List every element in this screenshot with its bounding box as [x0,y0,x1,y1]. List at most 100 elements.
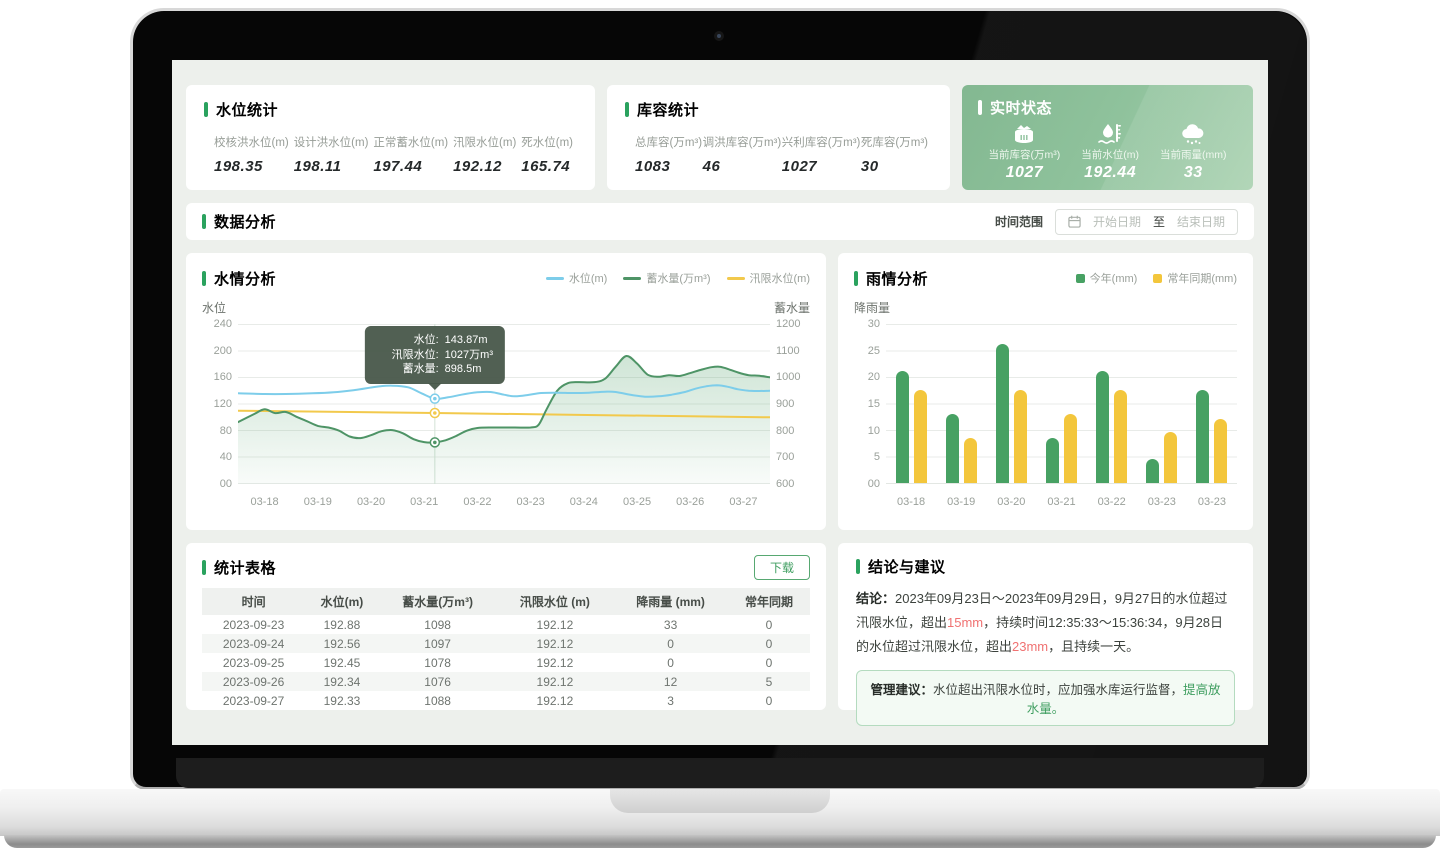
management-advice-box: 管理建议：水位超出汛限水位时，应加强水库运行监督，提高放水量。 [856,670,1235,727]
section-accent-bar [625,102,629,117]
section-title: 数据分析 [214,214,277,231]
realtime-label: 当前雨量(mm) [1160,149,1227,161]
legend-item[interactable]: 今年(mm) [1075,270,1138,286]
table-cell: 192.12 [536,674,574,689]
legend-item[interactable]: 蓄水量(万m³) [623,270,711,286]
axis-tick-label: 800 [776,424,795,437]
legend-item[interactable]: 水位(m) [545,270,607,286]
axis-tick-label: 900 [776,397,795,410]
axis-tick-label: 00 [219,477,232,490]
reservoir-icon [1015,125,1034,143]
stat-value: 165.74 [521,158,571,175]
section-accent-bar [204,102,208,117]
stat-label: 校核洪水位(m) [214,137,289,149]
table-row[interactable]: 2023-09-27 192.33 1088 192.12 3 0 [202,691,810,710]
stat-value: 198.35 [214,158,263,175]
bar-group[interactable] [1087,324,1137,483]
stat-label: 死水位(m) [521,137,573,149]
stat-value: 46 [702,158,721,175]
water-level-icon [1098,124,1122,144]
bar-group[interactable] [1137,324,1187,483]
bar-this-year [945,413,959,483]
table-row[interactable]: 2023-09-24 192.56 1097 192.12 0 0 [202,634,810,653]
chart-tooltip: 水位: 143.87m 汛限水位: 1027万m³ 蓄水量: 898.5m [364,326,505,384]
section-accent-bar [856,559,860,574]
y-axis-title: 降雨量 [854,301,891,315]
bar-normal-year [913,389,927,483]
axis-tick-label: 80 [219,424,232,437]
bar-normal-year [1013,389,1027,483]
capacity-stats-card: 库容统计 总库容(万m³) 1083 调洪库容(万m³) 46 兴利库容(万m³) 102… [607,85,950,190]
realtime-water-level: 当前水位(m) 192.44 [1081,123,1139,182]
stat-label: 调洪库容(万m³) [702,137,782,149]
table-cell: 0 [765,617,773,632]
table-cell: 33 [663,617,678,632]
axis-tick-label: 25 [867,344,880,357]
y-axis-title-left: 水位 [202,301,227,315]
x-axis-label: 03-20 [356,496,386,508]
legend-line-swatch [726,276,745,280]
bar-chart-plot[interactable] [886,324,1237,484]
stat-label: 设计洪水位(m) [293,137,369,149]
x-axis-label: 03-23 [516,496,545,508]
section-accent-bar [202,214,206,229]
bar-this-year [1196,389,1210,483]
col-header: 常年同期 [727,588,810,615]
x-axis-label: 03-21 [410,496,439,508]
card-title: 水位统计 [216,102,279,119]
end-date-input[interactable]: 结束日期 [1176,215,1225,229]
water-level-stats-card: 水位统计 校核洪水位(m) 198.35 设计洪水位(m) 198.11 正常蓄水位(m… [186,85,595,190]
table-cell: 0 [765,655,773,670]
start-date-input[interactable]: 开始日期 [1092,215,1141,229]
realtime-status-card: 实时状态 当前库容(万m³) [962,85,1253,190]
col-header: 蓄水量(万m³) [378,588,497,615]
realtime-rainfall: 当前雨量(mm) 33 [1160,123,1227,182]
date-range-picker[interactable]: 开始日期 至 结束日期 [1054,208,1238,235]
axis-tick-label: 20 [867,371,880,384]
bar-group[interactable] [886,324,936,483]
axis-tick-label: 15 [867,397,880,410]
col-header: 水位(m) [305,588,379,615]
axis-tick-label: 10 [867,424,880,437]
chart-title: 雨情分析 [866,270,929,288]
download-button[interactable]: 下载 [753,554,810,580]
axis-tick-label: 240 [213,318,232,330]
bar-group[interactable] [936,324,986,483]
table-cell: 1078 [424,655,451,670]
conclusion-card: 结论与建议 结论：2023年09月23日～2023年09月29日，9月27日的水… [838,543,1253,727]
stat-label: 总库容(万m³) [635,137,703,149]
stat-item: 正常蓄水位(m) 197.44 [373,134,448,175]
legend-square-swatch [1153,273,1163,283]
x-axis-label: 03-26 [676,496,705,508]
section-accent-bar [202,559,206,575]
table-row[interactable]: 2023-09-25 192.45 1078 192.12 0 0 [202,653,810,672]
bar-normal-year [1164,432,1178,483]
legend-item[interactable]: 汛限水位(m) [726,270,810,286]
stats-table: 时间 水位(m) 蓄水量(万m³) 汛限水位 (m) 降雨量 (mm) 常年同期… [202,588,810,710]
legend-label: 常年同期(mm) [1167,273,1237,285]
bar-group[interactable] [986,324,1036,483]
bar-group[interactable] [1187,324,1237,483]
table-cell: 5 [765,674,773,689]
water-analysis-chart-card: 水情分析 水位(m) 蓄水量(万m³) 汛限水位(m) 水位 蓄水量 240 200 1… [186,253,826,530]
table-cell: 192.45 [323,655,361,670]
bar-normal-year [1063,413,1077,483]
date-range-to-label: 至 [1152,215,1165,229]
y-axis-title-right: 蓄水量 [773,301,810,315]
table-cell: 192.12 [536,617,574,632]
realtime-value: 33 [1183,164,1203,181]
table-cell: 192.12 [536,693,574,708]
x-axis-label: 03-20 [997,496,1026,508]
line-chart-plot[interactable]: 水位: 143.87m 汛限水位: 1027万m³ 蓄水量: 898.5m [237,324,771,484]
stat-label: 汛限水位(m) [453,137,517,149]
x-axis-label: 03-21 [1047,496,1076,508]
legend-item[interactable]: 常年同期(mm) [1153,270,1237,286]
col-header: 时间 [202,588,306,615]
table-row[interactable]: 2023-09-23 192.88 1098 192.12 33 0 [202,615,810,634]
table-row[interactable]: 2023-09-26 192.34 1076 192.12 12 5 [202,672,810,691]
realtime-capacity: 当前库容(万m³) 1027 [988,123,1061,182]
bar-group[interactable] [1036,324,1086,483]
realtime-label: 当前库容(万m³) [988,149,1061,161]
x-axis-label: 03-23 [1197,496,1226,508]
legend-label: 今年(mm) [1089,273,1138,285]
